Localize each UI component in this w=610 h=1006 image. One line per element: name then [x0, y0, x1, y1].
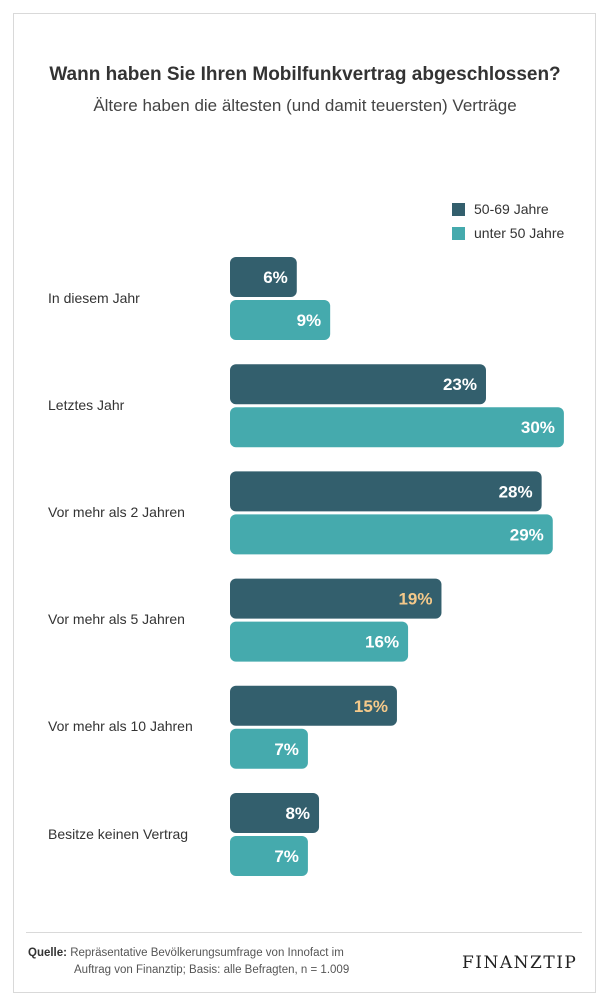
category-label: Vor mehr als 5 Jahren: [48, 611, 185, 628]
category-label: Vor mehr als 2 Jahren: [48, 503, 185, 520]
source-note: Quelle: Repräsentative Bevölkerungsumfra…: [28, 945, 388, 979]
source-label: Quelle:: [28, 947, 67, 959]
legend: 50-69 Jahre unter 50 Jahre: [452, 197, 564, 245]
data-label: 28%: [499, 482, 533, 501]
bar: [230, 471, 542, 512]
legend-label-50-69: 50-69 Jahre: [474, 201, 549, 217]
bar: [230, 685, 397, 726]
legend-item-50-69: 50-69 Jahre: [452, 197, 564, 221]
bar: [230, 407, 564, 448]
legend-swatch-50-69: [452, 202, 465, 216]
data-label: 29%: [510, 525, 544, 544]
category-label: Besitze keinen Vertrag: [48, 825, 189, 842]
finanztip-logo: FINANZTIP: [462, 953, 578, 973]
legend-swatch-unter-50: [452, 226, 465, 240]
data-label: 7%: [274, 740, 299, 759]
bar: [230, 364, 486, 405]
legend-item-unter-50: unter 50 Jahre: [452, 221, 564, 245]
bar: [230, 514, 553, 555]
bar: [230, 793, 320, 833]
category-label: Vor mehr als 10 Jahren: [48, 718, 193, 735]
data-label: 7%: [274, 847, 299, 866]
data-label: 19%: [398, 590, 432, 609]
data-label: 30%: [521, 418, 555, 437]
data-label: 8%: [285, 804, 310, 823]
source-line-1: Repräsentative Bevölkerungsumfrage von I…: [70, 947, 344, 959]
chart-subtitle: Ältere haben die ältesten (und damit teu…: [93, 96, 517, 115]
category-label: In diesem Jahr: [48, 289, 140, 306]
bar: [230, 300, 331, 340]
bar: [230, 578, 442, 619]
data-label: 9%: [297, 311, 322, 330]
data-label: 16%: [365, 633, 399, 652]
bar: [230, 621, 409, 662]
data-label: 6%: [263, 268, 288, 287]
footer-divider: [26, 932, 582, 933]
data-label: 15%: [354, 697, 388, 716]
bar: [230, 836, 308, 876]
source-line-2: Auftrag von Finanztip; Basis: alle Befra…: [74, 964, 350, 976]
chart-title: Wann haben Sie Ihren Mobilfunkvertrag ab…: [49, 64, 561, 85]
legend-label-unter-50: unter 50 Jahre: [474, 225, 565, 241]
category-label: Letztes Jahr: [48, 396, 125, 413]
data-label: 23%: [443, 375, 477, 394]
bar: [230, 257, 297, 297]
bar: [230, 728, 308, 769]
